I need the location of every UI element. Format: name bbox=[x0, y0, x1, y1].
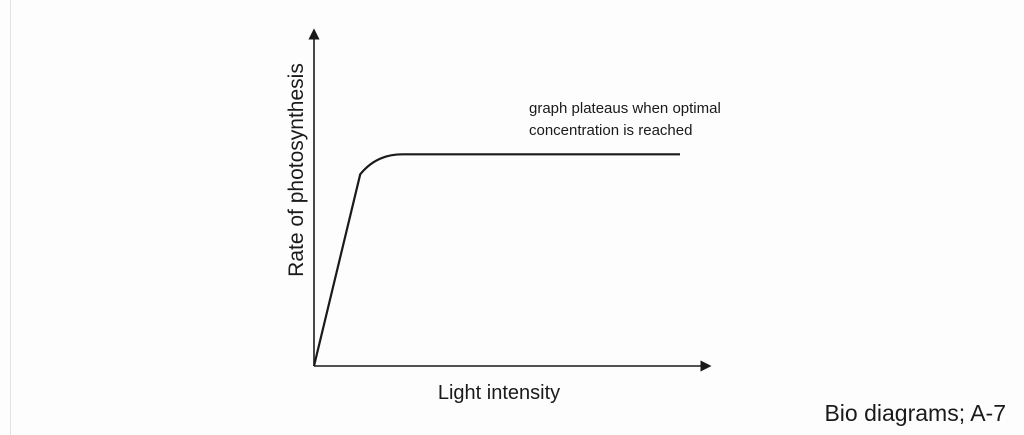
annotation-line-2: concentration is reached bbox=[529, 122, 692, 139]
rate-curve bbox=[312, 153, 680, 367]
scan-edge-line bbox=[10, 0, 11, 435]
figure-caption: Bio diagrams; A-7 bbox=[824, 400, 1006, 426]
y-axis-label: Rate of photosynthesis bbox=[285, 63, 308, 277]
x-axis-label: Light intensity bbox=[438, 382, 560, 404]
annotation-line-1: graph plateaus when optimal bbox=[529, 100, 721, 117]
